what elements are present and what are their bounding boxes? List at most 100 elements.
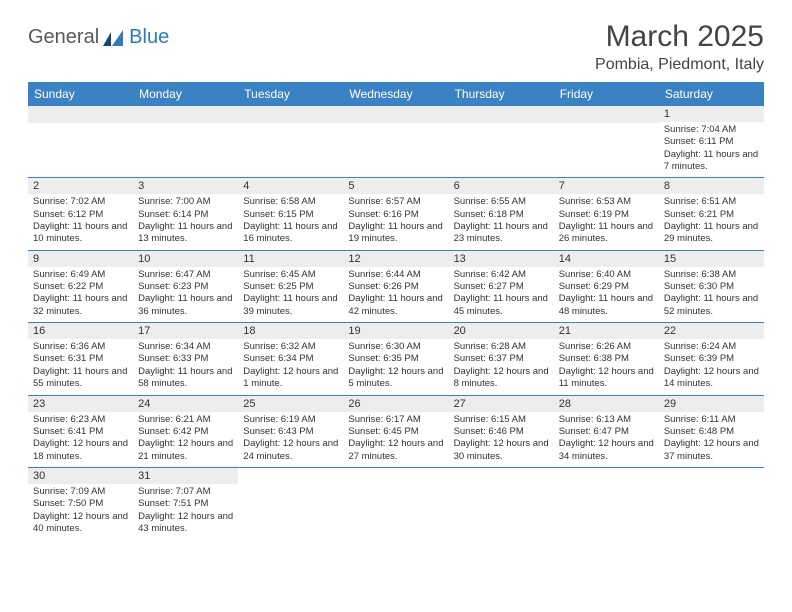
calendar-row: 2Sunrise: 7:02 AMSunset: 6:12 PMDaylight… (28, 178, 764, 250)
weekday-header: Sunday (28, 82, 133, 106)
day-number: 18 (238, 323, 343, 339)
weekday-header: Friday (554, 82, 659, 106)
calendar-cell: 22 Sunrise: 6:24 AMSunset: 6:39 PMDayligh… (659, 323, 764, 395)
day-details: Sunrise: 6:53 AMSunset: 6:19 PMDaylight:… (559, 196, 654, 245)
calendar-cell (554, 467, 659, 539)
calendar-cell: 27 Sunrise: 6:15 AMSunset: 6:46 PMDayligh… (449, 395, 554, 467)
calendar-cell: 15 Sunrise: 6:38 AMSunset: 6:30 PMDayligh… (659, 250, 764, 322)
location-subtitle: Pombia, Piedmont, Italy (595, 56, 764, 74)
calendar-cell: 9 Sunrise: 6:49 AMSunset: 6:22 PMDaylight… (28, 250, 133, 322)
header: General Blue March 2025 Pombia, Piedmont… (28, 20, 764, 74)
day-details: Sunrise: 6:57 AMSunset: 6:16 PMDaylight:… (348, 196, 443, 245)
day-number: 31 (133, 468, 238, 484)
day-number: 16 (28, 323, 133, 339)
calendar-cell: 14Sunrise: 6:40 AMSunset: 6:29 PMDayligh… (554, 250, 659, 322)
calendar-cell: 20Sunrise: 6:28 AMSunset: 6:37 PMDayligh… (449, 323, 554, 395)
day-details: Sunrise: 6:51 AMSunset: 6:21 PMDaylight:… (664, 196, 759, 245)
calendar-cell: 11Sunrise: 6:45 AMSunset: 6:25 PMDayligh… (238, 250, 343, 322)
calendar-cell: 12 Sunrise: 6:44 AMSunset: 6:26 PMDayligh… (343, 250, 448, 322)
day-number: 5 (343, 178, 448, 194)
month-title: March 2025 (595, 20, 764, 54)
calendar-cell (238, 106, 343, 178)
weekday-header: Wednesday (343, 82, 448, 106)
day-details: Sunrise: 6:32 AMSunset: 6:34 PMDaylight:… (243, 341, 338, 390)
day-details: Sunrise: 7:07 AMSunset: 7:51 PMDaylight:… (138, 486, 233, 535)
day-details: Sunrise: 6:44 AMSunset: 6:26 PMDaylight:… (348, 269, 443, 318)
calendar-cell: 29 Sunrise: 6:11 AMSunset: 6:48 PMDayligh… (659, 395, 764, 467)
weekday-header: Tuesday (238, 82, 343, 106)
day-number: 10 (133, 251, 238, 267)
calendar-cell: 6 Sunrise: 6:55 AMSunset: 6:18 PMDaylight… (449, 178, 554, 250)
day-details: Sunrise: 6:49 AMSunset: 6:22 PMDaylight:… (33, 269, 128, 318)
calendar-cell (28, 106, 133, 178)
day-number: 30 (28, 468, 133, 484)
calendar-cell: 5 Sunrise: 6:57 AMSunset: 6:16 PMDaylight… (343, 178, 448, 250)
calendar-cell: 30 Sunrise: 7:09 AMSunset: 7:50 PMDayligh… (28, 467, 133, 539)
day-number: 14 (554, 251, 659, 267)
calendar-cell: 19 Sunrise: 6:30 AMSunset: 6:35 PMDayligh… (343, 323, 448, 395)
day-details: Sunrise: 6:34 AMSunset: 6:33 PMDaylight:… (138, 341, 233, 390)
calendar-row: 1 Sunrise: 7:04 AMSunset: 6:11 PMDaylight… (28, 106, 764, 178)
day-details: Sunrise: 6:15 AMSunset: 6:46 PMDaylight:… (454, 414, 549, 463)
logo-text-general: General (28, 26, 99, 49)
calendar-table: SundayMondayTuesdayWednesdayThursdayFrid… (28, 82, 764, 539)
calendar-cell (659, 467, 764, 539)
calendar-cell: 26 Sunrise: 6:17 AMSunset: 6:45 PMDayligh… (343, 395, 448, 467)
day-number: 17 (133, 323, 238, 339)
day-details: Sunrise: 6:17 AMSunset: 6:45 PMDaylight:… (348, 414, 443, 463)
day-details: Sunrise: 6:23 AMSunset: 6:41 PMDaylight:… (33, 414, 128, 463)
logo: General Blue (28, 26, 169, 49)
day-number: 25 (238, 396, 343, 412)
day-number: 15 (659, 251, 764, 267)
day-details: Sunrise: 6:38 AMSunset: 6:30 PMDaylight:… (664, 269, 759, 318)
calendar-cell (343, 106, 448, 178)
calendar-cell: 24 Sunrise: 6:21 AMSunset: 6:42 PMDayligh… (133, 395, 238, 467)
day-number: 7 (554, 178, 659, 194)
calendar-body: 1 Sunrise: 7:04 AMSunset: 6:11 PMDaylight… (28, 106, 764, 539)
day-details: Sunrise: 7:09 AMSunset: 7:50 PMDaylight:… (33, 486, 128, 535)
calendar-cell: 25 Sunrise: 6:19 AMSunset: 6:43 PMDayligh… (238, 395, 343, 467)
calendar-cell: 17 Sunrise: 6:34 AMSunset: 6:33 PMDayligh… (133, 323, 238, 395)
day-details: Sunrise: 7:00 AMSunset: 6:14 PMDaylight:… (138, 196, 233, 245)
day-number: 20 (449, 323, 554, 339)
calendar-row: 16 Sunrise: 6:36 AMSunset: 6:31 PMDayligh… (28, 323, 764, 395)
day-details: Sunrise: 6:21 AMSunset: 6:42 PMDaylight:… (138, 414, 233, 463)
calendar-cell: 23Sunrise: 6:23 AMSunset: 6:41 PMDayligh… (28, 395, 133, 467)
calendar-cell: 8Sunrise: 6:51 AMSunset: 6:21 PMDaylight… (659, 178, 764, 250)
day-details: Sunrise: 6:26 AMSunset: 6:38 PMDaylight:… (559, 341, 654, 390)
calendar-cell: 18 Sunrise: 6:32 AMSunset: 6:34 PMDayligh… (238, 323, 343, 395)
logo-text-blue: Blue (129, 26, 169, 49)
calendar-cell: 2Sunrise: 7:02 AMSunset: 6:12 PMDaylight… (28, 178, 133, 250)
day-number: 1 (659, 106, 764, 122)
day-details: Sunrise: 6:45 AMSunset: 6:25 PMDaylight:… (243, 269, 338, 318)
day-number: 6 (449, 178, 554, 194)
day-details: Sunrise: 6:58 AMSunset: 6:15 PMDaylight:… (243, 196, 338, 245)
day-number: 27 (449, 396, 554, 412)
calendar-cell (554, 106, 659, 178)
day-number: 29 (659, 396, 764, 412)
day-details: Sunrise: 6:11 AMSunset: 6:48 PMDaylight:… (664, 414, 759, 463)
day-details: Sunrise: 6:24 AMSunset: 6:39 PMDaylight:… (664, 341, 759, 390)
day-details: Sunrise: 6:42 AMSunset: 6:27 PMDaylight:… (454, 269, 549, 318)
day-details: Sunrise: 6:19 AMSunset: 6:43 PMDaylight:… (243, 414, 338, 463)
day-number: 24 (133, 396, 238, 412)
weekday-header-row: SundayMondayTuesdayWednesdayThursdayFrid… (28, 82, 764, 106)
day-details: Sunrise: 6:36 AMSunset: 6:31 PMDaylight:… (33, 341, 128, 390)
calendar-row: 23Sunrise: 6:23 AMSunset: 6:41 PMDayligh… (28, 395, 764, 467)
day-number: 9 (28, 251, 133, 267)
day-details: Sunrise: 6:55 AMSunset: 6:18 PMDaylight:… (454, 196, 549, 245)
day-number: 12 (343, 251, 448, 267)
title-block: March 2025 Pombia, Piedmont, Italy (595, 20, 764, 74)
calendar-cell: 13 Sunrise: 6:42 AMSunset: 6:27 PMDayligh… (449, 250, 554, 322)
day-details: Sunrise: 6:30 AMSunset: 6:35 PMDaylight:… (348, 341, 443, 390)
day-number: 13 (449, 251, 554, 267)
day-details: Sunrise: 6:47 AMSunset: 6:23 PMDaylight:… (138, 269, 233, 318)
day-number: 22 (659, 323, 764, 339)
day-number: 19 (343, 323, 448, 339)
day-number: 26 (343, 396, 448, 412)
calendar-cell: 28Sunrise: 6:13 AMSunset: 6:47 PMDayligh… (554, 395, 659, 467)
day-details: Sunrise: 7:04 AMSunset: 6:11 PMDaylight:… (664, 124, 759, 173)
day-number: 2 (28, 178, 133, 194)
calendar-cell (449, 467, 554, 539)
calendar-cell (238, 467, 343, 539)
